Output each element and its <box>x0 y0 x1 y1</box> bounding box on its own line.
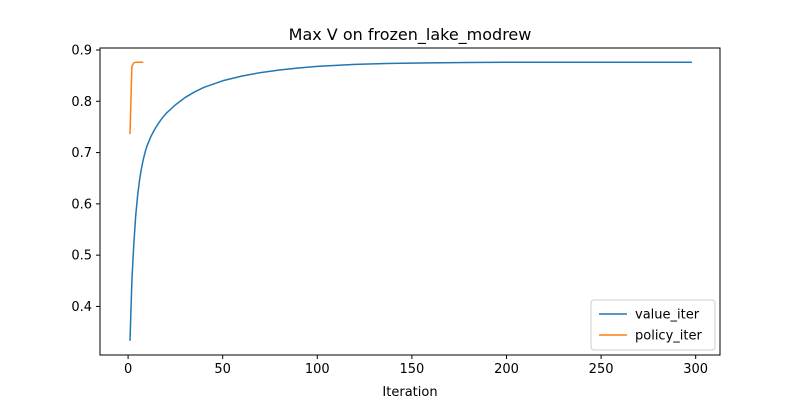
y-tick-label: 0.4 <box>71 300 92 315</box>
legend-label-value-iter: value_iter <box>635 308 700 323</box>
x-tick-label: 50 <box>214 362 231 377</box>
series-lines <box>129 61 692 341</box>
y-tick-label: 0.9 <box>71 44 92 59</box>
legend-label-policy-iter: policy_iter <box>635 329 702 344</box>
legend: value_iter policy_iter <box>590 299 716 351</box>
x-tick-label: 0 <box>124 362 132 377</box>
y-tick-label: 0.7 <box>71 146 92 161</box>
x-axis-ticks: 0 50 100 150 200 250 300 <box>124 355 708 377</box>
y-tick-label: 0.5 <box>71 249 92 264</box>
series-line-policy-iter <box>129 61 144 135</box>
plot-frame <box>99 47 721 356</box>
chart-title: Max V on frozen_lake_modrew <box>289 25 532 45</box>
y-axis-ticks: 0.4 0.5 0.6 0.7 0.8 0.9 <box>71 44 100 315</box>
x-tick-label: 100 <box>305 362 330 377</box>
series-line-value-iter <box>129 61 692 341</box>
x-axis-label: Iteration <box>382 385 437 400</box>
x-tick-label: 150 <box>399 362 424 377</box>
x-tick-label: 250 <box>589 362 614 377</box>
x-tick-label: 300 <box>683 362 708 377</box>
y-tick-label: 0.8 <box>71 95 92 110</box>
x-tick-label: 200 <box>494 362 519 377</box>
plot-area <box>99 47 721 356</box>
y-tick-label: 0.6 <box>71 197 92 212</box>
legend-box <box>590 299 716 351</box>
